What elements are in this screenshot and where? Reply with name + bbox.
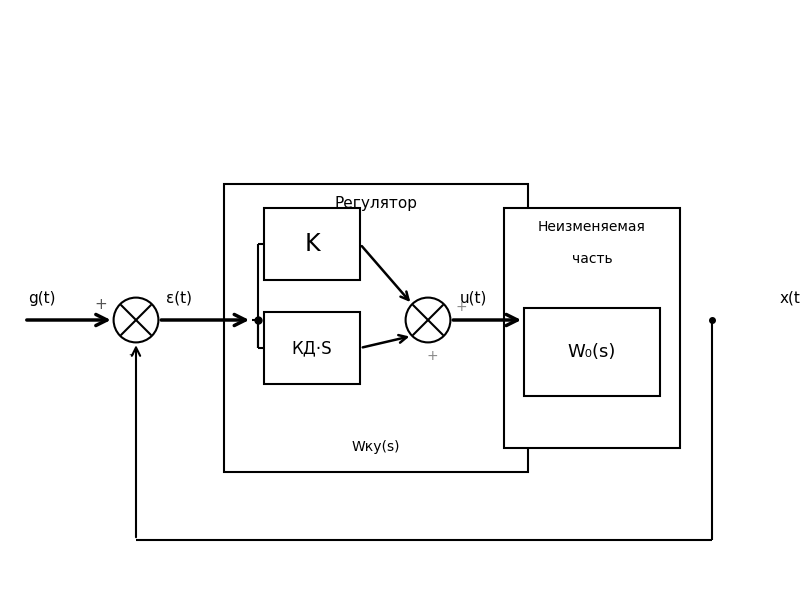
Bar: [524, 308, 660, 396]
Text: W₀(s): W₀(s): [568, 343, 616, 361]
Text: ε(t): ε(t): [166, 290, 193, 305]
Text: +: +: [455, 299, 467, 314]
Text: +: +: [94, 297, 107, 312]
Text: -: -: [129, 347, 134, 362]
Bar: [224, 184, 528, 472]
Text: g(t): g(t): [28, 290, 55, 305]
Circle shape: [114, 298, 158, 343]
Text: Wку(s): Wку(s): [352, 440, 400, 454]
Text: КД·S: КД·S: [292, 339, 332, 357]
Text: u(t): u(t): [460, 290, 487, 305]
Bar: [264, 312, 360, 384]
Text: Неизменяемая: Неизменяемая: [538, 220, 646, 234]
Bar: [504, 208, 680, 448]
Text: x(t): x(t): [780, 290, 800, 305]
Bar: [264, 208, 360, 280]
Text: +: +: [427, 349, 438, 363]
Text: часть: часть: [572, 252, 612, 266]
Text: K: K: [304, 232, 320, 256]
Text: Регулятор: Регулятор: [334, 196, 418, 211]
Circle shape: [406, 298, 450, 343]
